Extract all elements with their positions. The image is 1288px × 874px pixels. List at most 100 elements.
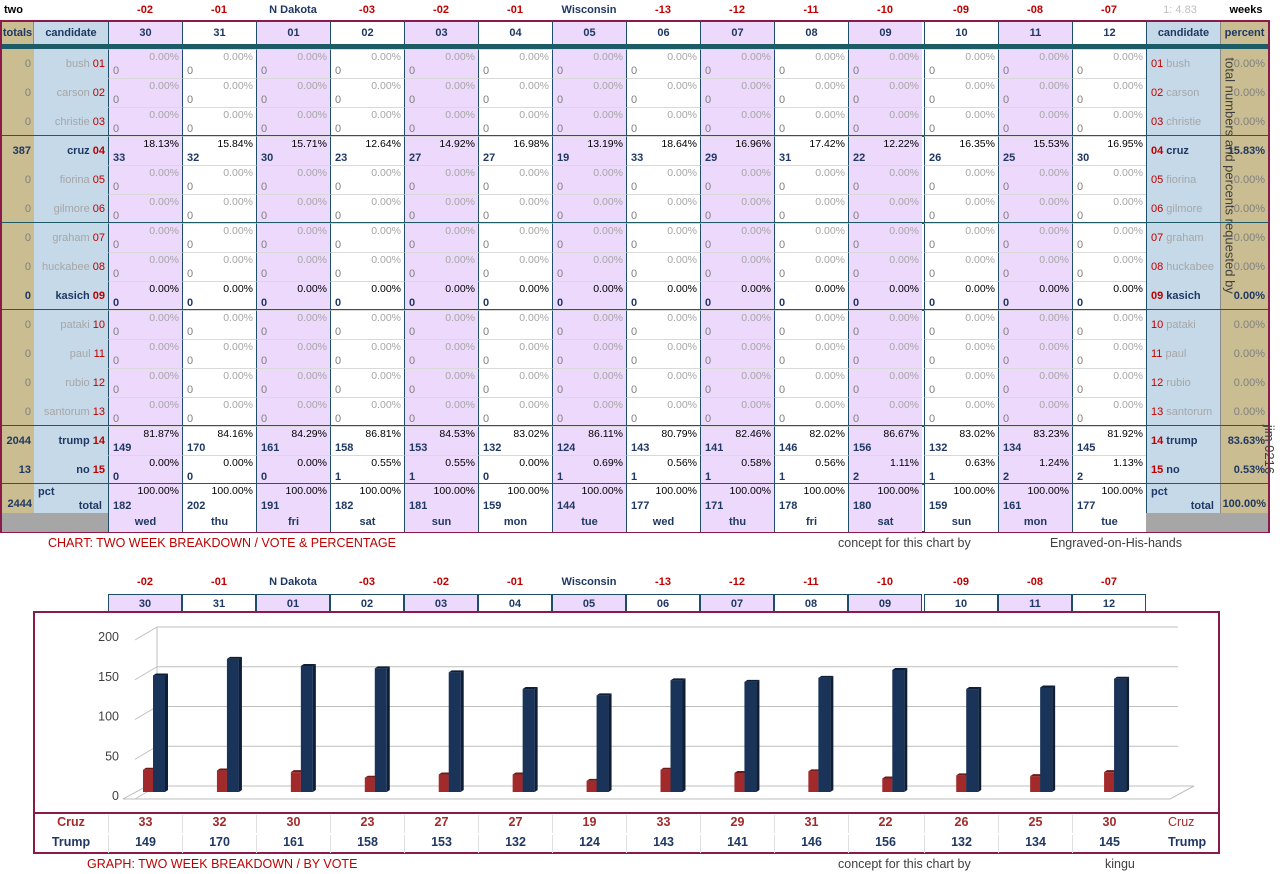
candidate-name: kasich (1166, 290, 1201, 302)
vote-pct: 0.00% (371, 225, 401, 237)
vote-count: 0 (335, 210, 342, 222)
vote-cell: 12.64% 23 (330, 136, 404, 165)
vote-count: 0 (261, 94, 268, 106)
bar-top-cruz (956, 773, 970, 776)
y-tick-label: 100 (98, 710, 119, 724)
vote-pct: 0.00% (1113, 196, 1143, 208)
side-note-signature: jim 0216 (1262, 424, 1278, 475)
vote-cell: 0.00% 0 (108, 223, 182, 252)
vote-pct: 0.00% (149, 312, 179, 324)
vote-pct: 0.00% (741, 399, 771, 411)
vote-pct: 0.00% (667, 80, 697, 92)
vote-pct: 0.00% (445, 51, 475, 63)
candidate-name: gilmore (53, 203, 93, 215)
table-border (0, 20, 1270, 533)
graph-date: 11 (998, 594, 1072, 612)
vote-cell: 0.00% 0 (330, 78, 404, 107)
candidate-name: pataki (60, 319, 93, 331)
vote-cell: 0.00% 0 (700, 165, 774, 194)
graph-marker: -03 (359, 576, 375, 588)
vote-pct: 0.55% (371, 457, 401, 469)
vote-cell: 0.00% 0 (256, 223, 330, 252)
vote-count: 0 (1003, 210, 1010, 222)
candidate-cell-right: 09 kasich (1146, 281, 1220, 310)
vote-cell: 0.00% 0 (330, 107, 404, 136)
candidate-number: 08 (1151, 261, 1167, 273)
vote-pct: 0.00% (1113, 283, 1143, 295)
vote-cell: 0.00% 0 (998, 252, 1072, 281)
vote-cell: 0.00% 0 (848, 49, 922, 78)
candidate-header-right: candidate (1146, 22, 1220, 44)
vote-count: 0 (113, 413, 120, 425)
vote-pct: 0.00% (889, 80, 919, 92)
vote-count: 143 (631, 442, 650, 454)
vote-count: 0 (779, 94, 786, 106)
grand-total: 2444 (2, 484, 34, 513)
vote-cell: 0.00% 0 (848, 252, 922, 281)
vote-count: 0 (929, 297, 936, 309)
vote-cell: 0.00% 0 (700, 194, 774, 223)
vote-count: 0 (261, 297, 268, 309)
candidate-cell: gilmore 06 (34, 194, 108, 223)
y-tick-label: 150 (98, 670, 119, 684)
bar-top-cruz (364, 775, 378, 778)
vote-count: 0 (705, 181, 712, 193)
bar-chart: 0 50 100 150 200 (98, 626, 1195, 803)
bar-top-cruz (808, 769, 822, 772)
vote-count: 0 (113, 210, 120, 222)
vote-cell: 0.00% 0 (552, 107, 626, 136)
row-percent: 15.83% (1220, 136, 1268, 165)
vote-count: 0 (335, 326, 342, 338)
vote-cell: 0.00% 0 (404, 339, 478, 368)
vote-pct: 0.00% (371, 399, 401, 411)
vote-cell: 0.00% 0 (774, 78, 848, 107)
vote-count: 0 (409, 181, 416, 193)
vote-count: 0 (335, 181, 342, 193)
candidate-number: 11 (93, 348, 105, 360)
vote-count: 0 (557, 239, 564, 251)
vote-pct: 16.96% (735, 138, 771, 150)
vote-cell: 0.00% 0 (848, 339, 922, 368)
candidate-name: paul (69, 348, 94, 360)
vote-cell: 0.00% 0 (1072, 281, 1146, 310)
vote-pct: 0.00% (371, 312, 401, 324)
candidate-number: 07 (1151, 232, 1167, 244)
total-pct: 100.00% (655, 485, 697, 497)
vote-count: 22 (853, 152, 866, 164)
vote-pct: 0.00% (1113, 167, 1143, 179)
vote-cell: 0.00% 0 (108, 281, 182, 310)
vote-count: 0 (631, 384, 638, 396)
vote-count: 0 (335, 268, 342, 280)
graph-date: 12 (1072, 594, 1146, 612)
vote-pct: 0.00% (223, 80, 253, 92)
marker-label: -09 (953, 4, 969, 16)
vote-count: 0 (483, 123, 490, 135)
bar-chart-frame: 0 50 100 150 200 (33, 611, 1220, 814)
vote-cell: 0.00% 0 (1072, 194, 1146, 223)
vote-cell: 82.02% 146 (774, 426, 848, 455)
vote-pct: 0.00% (223, 196, 253, 208)
vote-count: 0 (929, 94, 936, 106)
graph-date: 03 (404, 594, 478, 612)
date-header: 03 (404, 22, 478, 44)
vote-count: 0 (705, 210, 712, 222)
vote-count: 0 (705, 239, 712, 251)
vote-cell: 0.00% 0 (182, 49, 256, 78)
candidate-cell: santorum 13 (34, 397, 108, 426)
total-count: 177 (631, 500, 650, 512)
candidate-number: 04 (1151, 145, 1167, 157)
row-percent: 0.00% (1220, 78, 1268, 107)
total-count: 182 (335, 500, 354, 512)
bar-top-cruz (586, 778, 600, 781)
vote-count: 0 (1003, 355, 1010, 367)
vote-cell: 0.00% 0 (478, 165, 552, 194)
vote-pct: 0.00% (297, 370, 327, 382)
vote-cell: 0.00% 0 (1072, 368, 1146, 397)
vote-pct: 0.00% (1113, 399, 1143, 411)
vote-pct: 0.00% (593, 312, 623, 324)
vote-pct: 0.00% (519, 399, 549, 411)
chart-title: CHART: TWO WEEK BREAKDOWN / VOTE & PERCE… (48, 536, 396, 550)
vote-cell: 0.00% 0 (182, 194, 256, 223)
graph-date: 05 (552, 594, 626, 612)
vote-pct: 0.00% (889, 167, 919, 179)
